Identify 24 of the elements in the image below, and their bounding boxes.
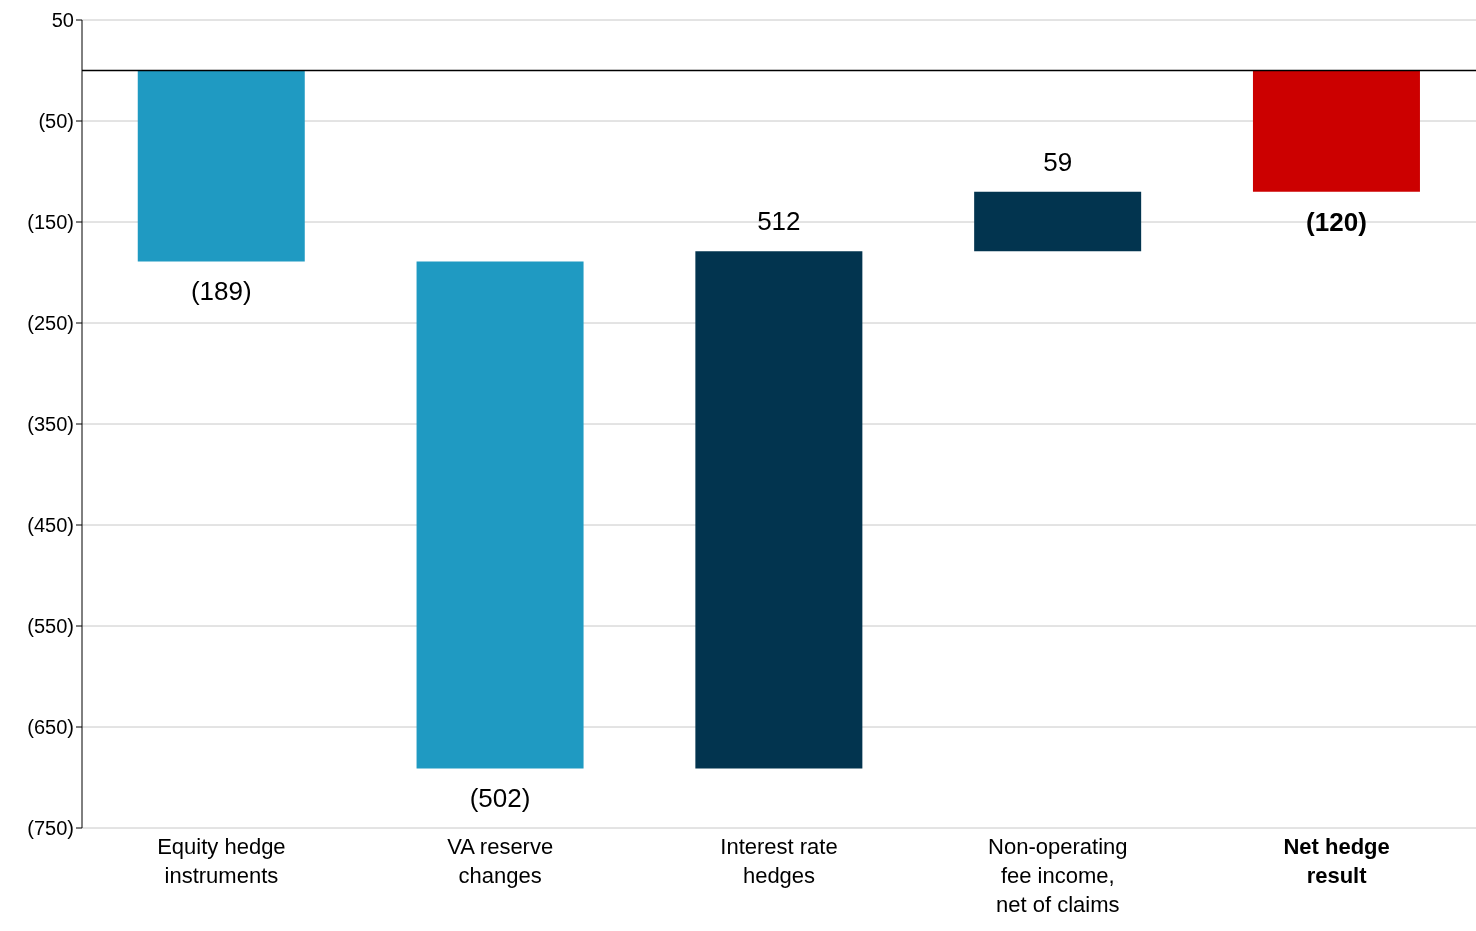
data-label: 59 [1043, 146, 1073, 177]
data-label: (189) [190, 276, 252, 307]
x-tick-label: Non-operating fee income, net of claims [988, 834, 1128, 917]
x-tick-label: Equity hedge instruments [157, 834, 286, 888]
y-tick-label: (50) [38, 110, 74, 133]
x-tick-label: VA reserve changes [447, 834, 554, 888]
bar [695, 251, 863, 769]
y-tick-label: (350) [27, 413, 74, 436]
y-tick-label: (550) [27, 615, 74, 638]
y-tick-label: 50 [51, 9, 74, 32]
y-tick-label: (150) [27, 211, 74, 234]
bar [974, 191, 1142, 252]
y-tick-label: (250) [27, 312, 74, 335]
data-label: 512 [757, 206, 801, 237]
data-label: (120) [1306, 206, 1367, 237]
bar [416, 261, 584, 769]
bar [1252, 70, 1420, 192]
x-tick-label: Net hedge result [1283, 834, 1390, 888]
y-tick-label: (450) [27, 514, 74, 537]
x-tick-label: Interest rate hedges [720, 834, 838, 888]
data-label: (502) [469, 783, 531, 814]
y-tick-label: (650) [27, 716, 74, 739]
bar [137, 70, 305, 262]
y-tick-label: (750) [27, 817, 74, 840]
